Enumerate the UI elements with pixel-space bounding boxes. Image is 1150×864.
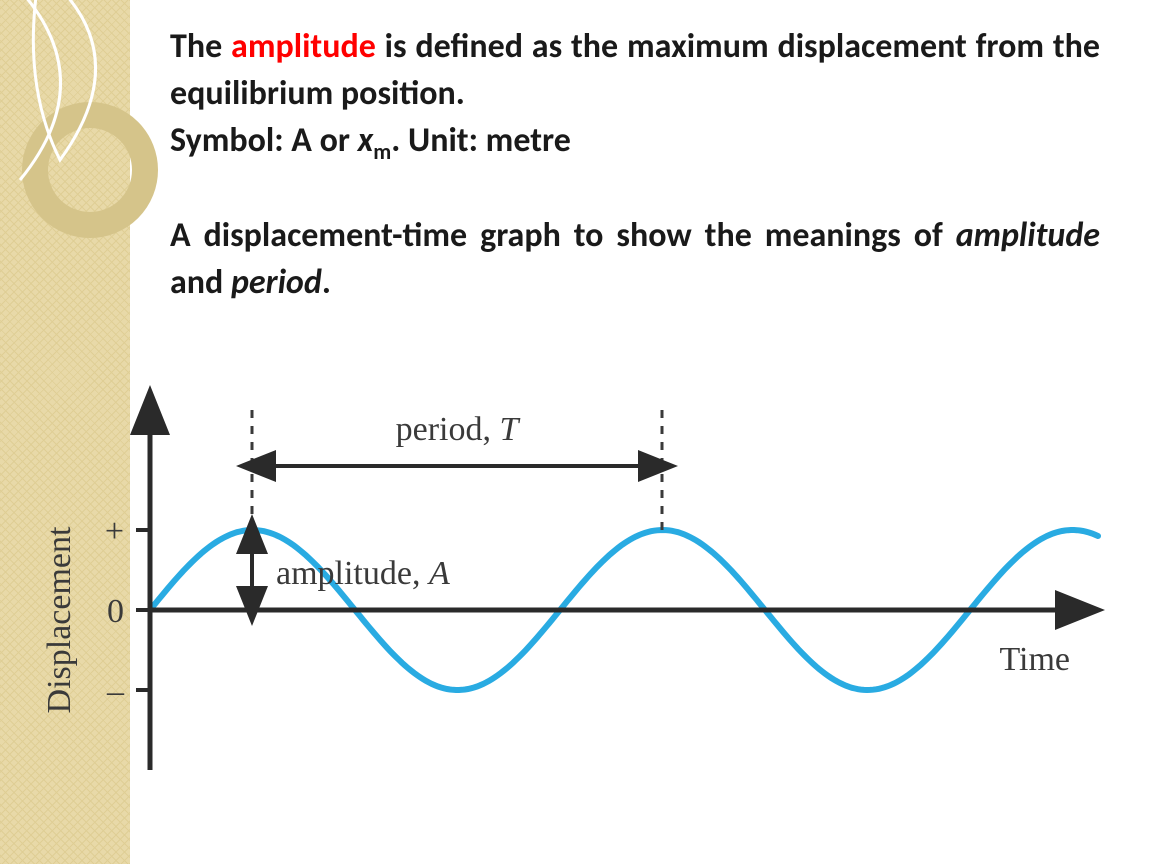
p2-d: period (231, 262, 322, 303)
paragraph-1: The amplitude is defined as the maximum … (170, 24, 1100, 167)
definition-text: The amplitude is defined as the maximum … (170, 24, 1100, 307)
p2-b: amplitude (956, 215, 1100, 256)
amplitude-label: amplitude, A (276, 555, 450, 592)
ytick-minus: – (106, 673, 125, 710)
ytick-zero: 0 (107, 593, 124, 630)
displacement-time-chart: +0 –Displacement Time period, T amplitude, A (20, 370, 1130, 850)
chart-svg: +0 –Displacement Time period, T amplitude, A (20, 370, 1130, 810)
y-axis-label: Displacement (41, 526, 78, 713)
highlighted-word: amplitude (231, 26, 376, 67)
symbol-post: . Unit: metre (391, 120, 571, 161)
decorative-rings-icon (0, 0, 180, 340)
symbol-x: x (358, 120, 374, 161)
ytick-plus: + (105, 513, 124, 550)
p2-a: A displacement-time graph to show the me… (170, 215, 956, 256)
paragraph-2: A displacement-time graph to show the me… (170, 213, 1100, 307)
p1-pre: The (170, 26, 231, 67)
symbol-pre: Symbol: A or (170, 120, 358, 161)
x-axis-label: Time (999, 641, 1070, 678)
p2-e: . (322, 262, 331, 303)
symbol-sub: m (373, 138, 391, 165)
p2-c: and (170, 262, 231, 303)
period-label: period, T (396, 411, 521, 448)
